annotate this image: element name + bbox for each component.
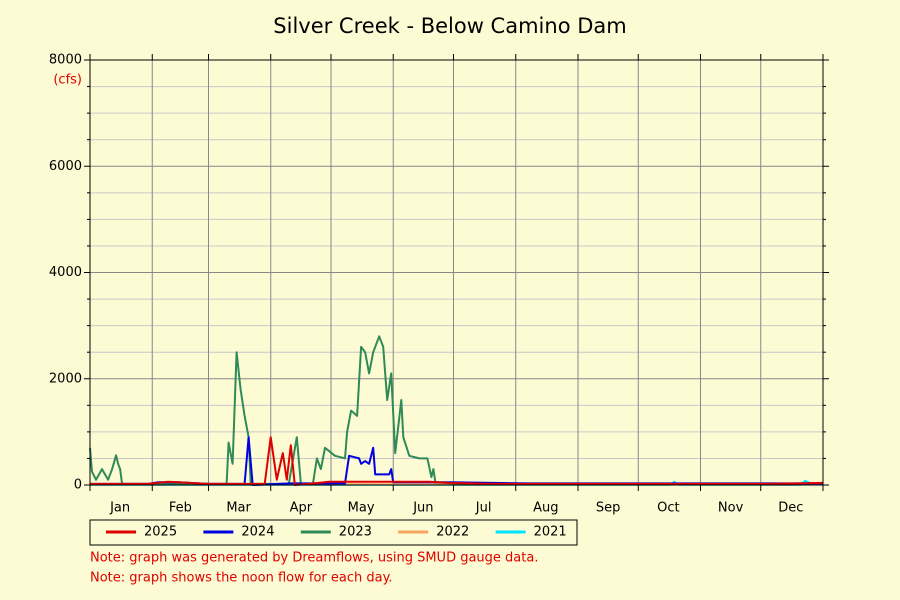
y-tick-label: 0 [74,478,82,493]
x-tick-label: Dec [778,501,803,516]
x-tick-label: May [348,501,375,516]
x-tick-label: Oct [657,501,679,516]
y-tick-label: 2000 [49,371,82,386]
axes: 0 2000 4000 6000 8000 Jan Feb Mar Apr May Jun Jul Au… [49,53,829,516]
legend-label: 2023 [339,525,372,540]
x-tick-label: Mar [226,501,251,516]
y-tick-label: 8000 [49,53,82,68]
legend-label: 2025 [144,525,177,540]
x-tick-label: Apr [290,501,313,516]
legend-label: 2022 [436,525,469,540]
x-tick-label: Nov [718,501,744,516]
x-tick-label: Jan [109,501,130,516]
legend-label: 2024 [241,525,274,540]
note: Note: graph shows the noon flow for each… [90,571,393,586]
series-line [89,335,470,486]
legend-label: 2021 [534,525,567,540]
legend-box [89,519,578,546]
legend: 2025 2024 2023 2022 2021 [106,525,567,540]
note: Note: graph was generated by Dreamflows,… [90,551,538,566]
chart-title: Silver Creek - Below Camino Dam [273,14,626,38]
x-tick-label: Sep [596,501,621,516]
series-line [90,436,824,486]
x-tick-label: Jul [475,501,492,516]
plot-frame [89,59,824,486]
x-tick-label: Aug [533,501,558,516]
y-tick-label: 6000 [49,159,82,174]
x-tick-label: Feb [169,501,192,516]
y-axis-label: (cfs) [53,73,82,88]
y-tick-label: 4000 [49,265,82,280]
x-tick-label: Jun [412,501,433,516]
